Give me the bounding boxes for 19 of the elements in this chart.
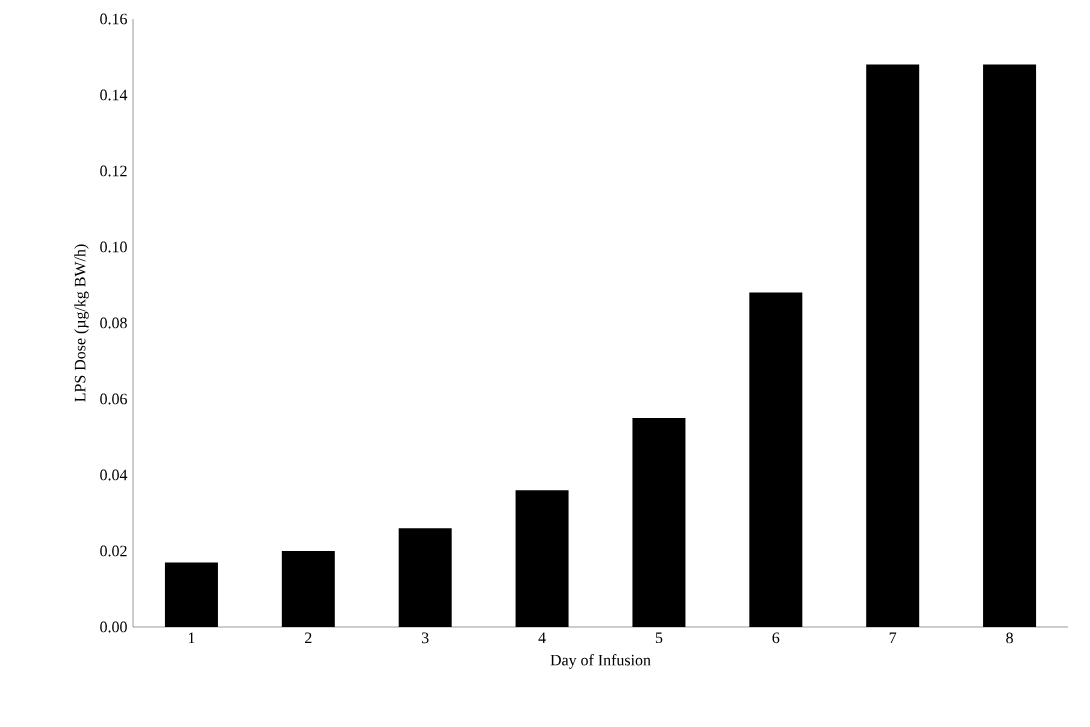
x-tick-label: 5 bbox=[655, 632, 663, 644]
y-tick-label: 0.10 bbox=[100, 241, 127, 253]
y-axis-title: LPS Dose (µg/kg BW/h) bbox=[74, 244, 89, 402]
x-tick-label: 3 bbox=[421, 632, 429, 644]
y-tick-label: 0.12 bbox=[100, 165, 127, 177]
x-tick-label: 2 bbox=[305, 632, 312, 644]
x-tick-label: 7 bbox=[889, 632, 897, 643]
y-tick-label: 0.06 bbox=[100, 393, 128, 405]
y-tick-label: 0.14 bbox=[100, 89, 128, 101]
y-tick-label: 0.02 bbox=[100, 545, 127, 557]
y-tick-label: 0.00 bbox=[100, 621, 127, 633]
y-tick-label: 0.16 bbox=[100, 13, 128, 25]
x-axis-title: Day of Infusion bbox=[550, 654, 651, 669]
y-tick-label: 0.04 bbox=[100, 469, 128, 481]
x-tick-label: 1 bbox=[188, 632, 195, 644]
x-tick-label: 8 bbox=[1006, 632, 1013, 644]
x-tick-label: 6 bbox=[772, 632, 780, 644]
y-tick-label: 0.08 bbox=[100, 317, 127, 329]
x-tick-label: 4 bbox=[538, 632, 546, 643]
